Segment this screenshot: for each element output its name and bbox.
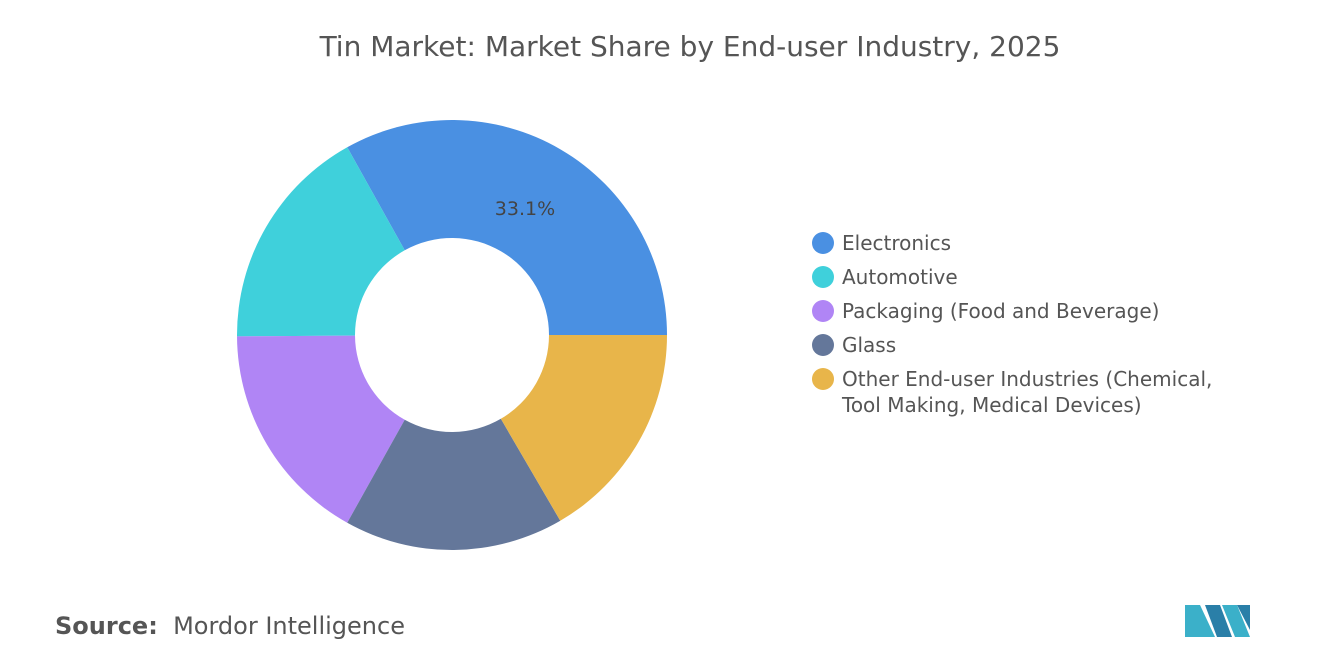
chart-title: Tin Market: Market Share by End-user Ind…: [319, 30, 1061, 63]
source-label: Source:: [55, 612, 158, 640]
donut-slice: [347, 418, 561, 550]
legend-marker: [812, 334, 834, 356]
legend-item: Automotive: [812, 264, 1252, 290]
donut-slice: [237, 335, 405, 523]
legend-label: Packaging (Food and Beverage): [842, 299, 1160, 323]
legend-label: Electronics: [842, 231, 952, 255]
donut-slice: [347, 120, 667, 335]
logo: [1185, 605, 1250, 637]
legend-item: Other End-user Industries (Chemical, Too…: [812, 366, 1252, 418]
legend-marker: [812, 300, 834, 322]
donut-slice: [500, 335, 667, 521]
legend-item: Glass: [812, 332, 1252, 358]
legend-label: Automotive: [842, 265, 958, 289]
legend-label: Other End-user Industries (Chemical, Too…: [842, 367, 1213, 417]
legend-item: Packaging (Food and Beverage): [812, 298, 1252, 324]
legend: Electronics Automotive Packaging (Food and…: [812, 230, 1252, 426]
legend-marker: [812, 368, 834, 390]
source: Source: Mordor Intelligence: [55, 612, 405, 640]
donut-slice: [237, 147, 405, 337]
legend-label: Glass: [842, 333, 897, 357]
legend-marker: [812, 232, 834, 254]
value-label: 33.1%: [495, 198, 555, 220]
source-text: Mordor Intelligence: [173, 612, 405, 640]
legend-item: Electronics: [812, 230, 1252, 256]
legend-marker: [812, 266, 834, 288]
